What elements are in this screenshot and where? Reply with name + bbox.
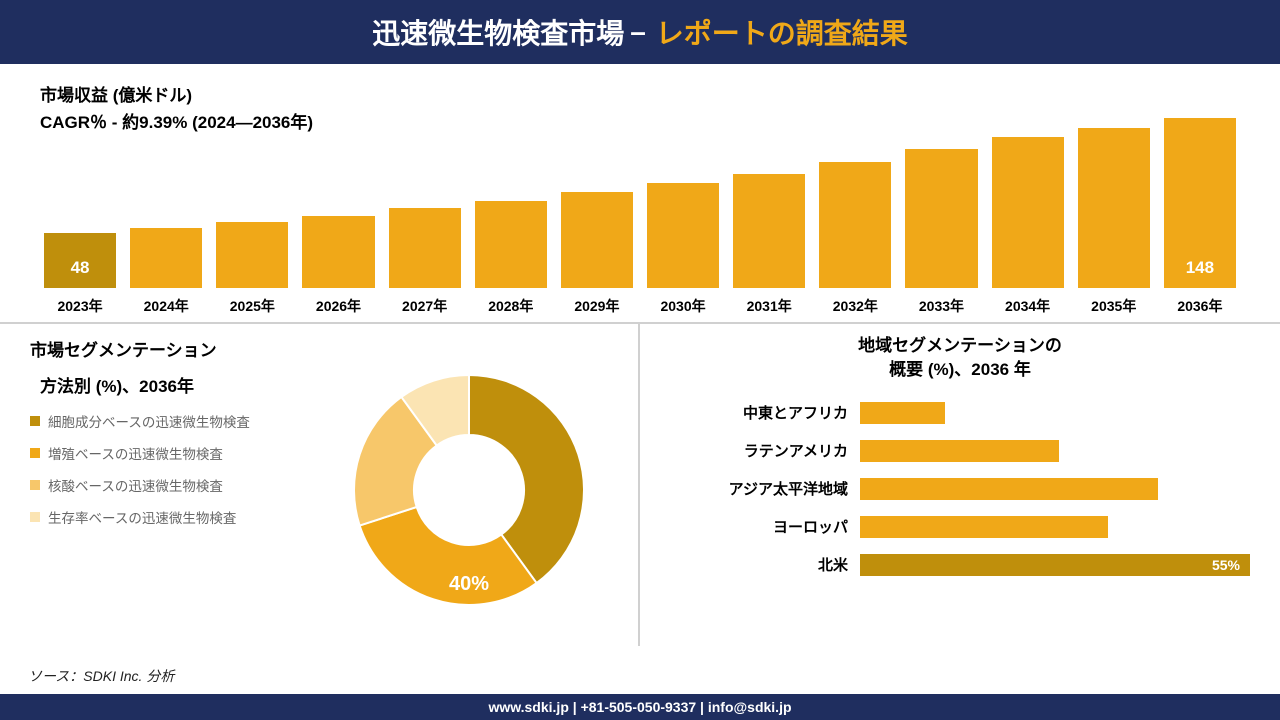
legend-row: 増殖ベースの迅速微生物検査 — [30, 443, 320, 463]
bar-x-label: 2034年 — [1005, 296, 1050, 316]
bar-value-label: 148 — [1186, 258, 1214, 278]
bar-col: 2024年 — [130, 228, 202, 317]
region-bar-track — [860, 440, 1250, 462]
bar — [733, 174, 805, 289]
bar-x-label: 2035年 — [1091, 296, 1136, 316]
bar-col: 2027年 — [389, 208, 461, 316]
legend-swatch — [30, 448, 40, 458]
bar-x-label: 2031年 — [747, 296, 792, 316]
region-label: アジア太平洋地域 — [670, 478, 860, 499]
bar-col: 2028年 — [475, 201, 547, 316]
legend-label: 細胞成分ベースの迅速微生物検査 — [48, 411, 250, 431]
bar-x-label: 2023年 — [57, 296, 102, 316]
bar-x-label: 2024年 — [144, 296, 189, 316]
bar — [130, 228, 202, 289]
bar-x-label: 2033年 — [919, 296, 964, 316]
bar-col: 2029年 — [561, 192, 633, 316]
bar — [647, 183, 719, 289]
region-label: 中東とアフリカ — [670, 402, 860, 423]
title-part2: レポートの調査結果 — [656, 12, 908, 52]
region-label: 北米 — [670, 554, 860, 575]
bar-col: 2030年 — [647, 183, 719, 317]
page-footer: www.sdki.jp | +81-505-050-9337 | info@sd… — [0, 694, 1280, 720]
bar-x-label: 2036年 — [1177, 296, 1222, 316]
donut-chart: 40% — [320, 338, 618, 642]
bar — [561, 192, 633, 288]
region-bar-track — [860, 402, 1250, 424]
bar-col: 2026年 — [302, 216, 374, 316]
bar-col: 148 2036年 — [1164, 118, 1236, 316]
bar — [302, 216, 374, 288]
bar — [216, 222, 288, 289]
bar — [905, 149, 977, 288]
bar-col: 2032年 — [819, 162, 891, 316]
legend-label: 生存率ベースの迅速微生物検査 — [48, 507, 236, 527]
region-label: ヨーロッパ — [670, 516, 860, 537]
donut-highlight-label: 40% — [449, 573, 489, 595]
bar-x-label: 2030年 — [660, 296, 705, 316]
bar-col: 2035年 — [1078, 128, 1150, 317]
legend-row: 核酸ベースの迅速微生物検査 — [30, 475, 320, 495]
region-bar-track: 55% — [860, 554, 1250, 576]
legend-label: 増殖ベースの迅速微生物検査 — [48, 443, 223, 463]
title-part1: 迅速微生物検査市場 — [372, 12, 624, 52]
bar — [819, 162, 891, 288]
region-bar-value: 55% — [1212, 557, 1250, 573]
bar — [389, 208, 461, 288]
region-bar — [860, 440, 1059, 462]
legend-swatch — [30, 512, 40, 522]
bar-x-label: 2025年 — [230, 296, 275, 316]
region-bar-track — [860, 478, 1250, 500]
bar: 148 — [1164, 118, 1236, 288]
title-sep: – — [630, 16, 646, 48]
bar-col: 2034年 — [992, 137, 1064, 317]
legend-row: 生存率ベースの迅速微生物検査 — [30, 507, 320, 527]
bar — [1078, 128, 1150, 289]
region-bar-track — [860, 516, 1250, 538]
region-row: ヨーロッパ — [670, 508, 1250, 546]
region-bar — [860, 516, 1108, 538]
page-header: 迅速微生物検査市場 – レポートの調査結果 — [0, 0, 1280, 64]
legend-label: 核酸ベースの迅速微生物検査 — [48, 475, 223, 495]
bar-col: 2033年 — [905, 149, 977, 316]
region-title: 地域セグメンテーションの 概要 (%)、2036 年 — [670, 334, 1250, 382]
region-row: ラテンアメリカ — [670, 432, 1250, 470]
bar-x-label: 2027年 — [402, 296, 447, 316]
region-bar — [860, 478, 1158, 500]
bar — [475, 201, 547, 288]
region-bar: 55% — [860, 554, 1250, 576]
bar-value-label: 48 — [71, 258, 90, 278]
bar-col: 48 2023年 — [44, 233, 116, 316]
donut-legend: 細胞成分ベースの迅速微生物検査増殖ベースの迅速微生物検査核酸ベースの迅速微生物検… — [30, 411, 320, 527]
source-text: ソース：SDKI Inc. 分析 — [28, 666, 174, 686]
bottom-panels: 市場セグメンテーション 方法別 (%)、2036年 細胞成分ベースの迅速微生物検… — [0, 324, 1280, 646]
bar-col: 2025年 — [216, 222, 288, 317]
region-row: アジア太平洋地域 — [670, 470, 1250, 508]
segmentation-panel: 市場セグメンテーション 方法別 (%)、2036年 細胞成分ベースの迅速微生物検… — [0, 324, 640, 646]
bar — [992, 137, 1064, 289]
bar-col: 2031年 — [733, 174, 805, 317]
legend-swatch — [30, 416, 40, 426]
bar-x-label: 2032年 — [833, 296, 878, 316]
region-row: 中東とアフリカ — [670, 394, 1250, 432]
region-bar — [860, 402, 945, 424]
legend-row: 細胞成分ベースの迅速微生物検査 — [30, 411, 320, 431]
region-row: 北米 55% — [670, 546, 1250, 584]
region-panel: 地域セグメンテーションの 概要 (%)、2036 年 中東とアフリカラテンアメリ… — [640, 324, 1280, 646]
bar-x-label: 2029年 — [574, 296, 619, 316]
bar: 48 — [44, 233, 116, 288]
revenue-bar-chart: 市場収益 (億米ドル) CAGR％ - 約9.39% (2024―2036年) … — [0, 64, 1280, 324]
bar-x-label: 2026年 — [316, 296, 361, 316]
legend-swatch — [30, 480, 40, 490]
bar-x-label: 2028年 — [488, 296, 533, 316]
seg-title-2: 方法別 (%)、2036年 — [40, 374, 320, 400]
seg-title-1: 市場セグメンテーション — [30, 338, 320, 364]
region-label: ラテンアメリカ — [670, 440, 860, 461]
